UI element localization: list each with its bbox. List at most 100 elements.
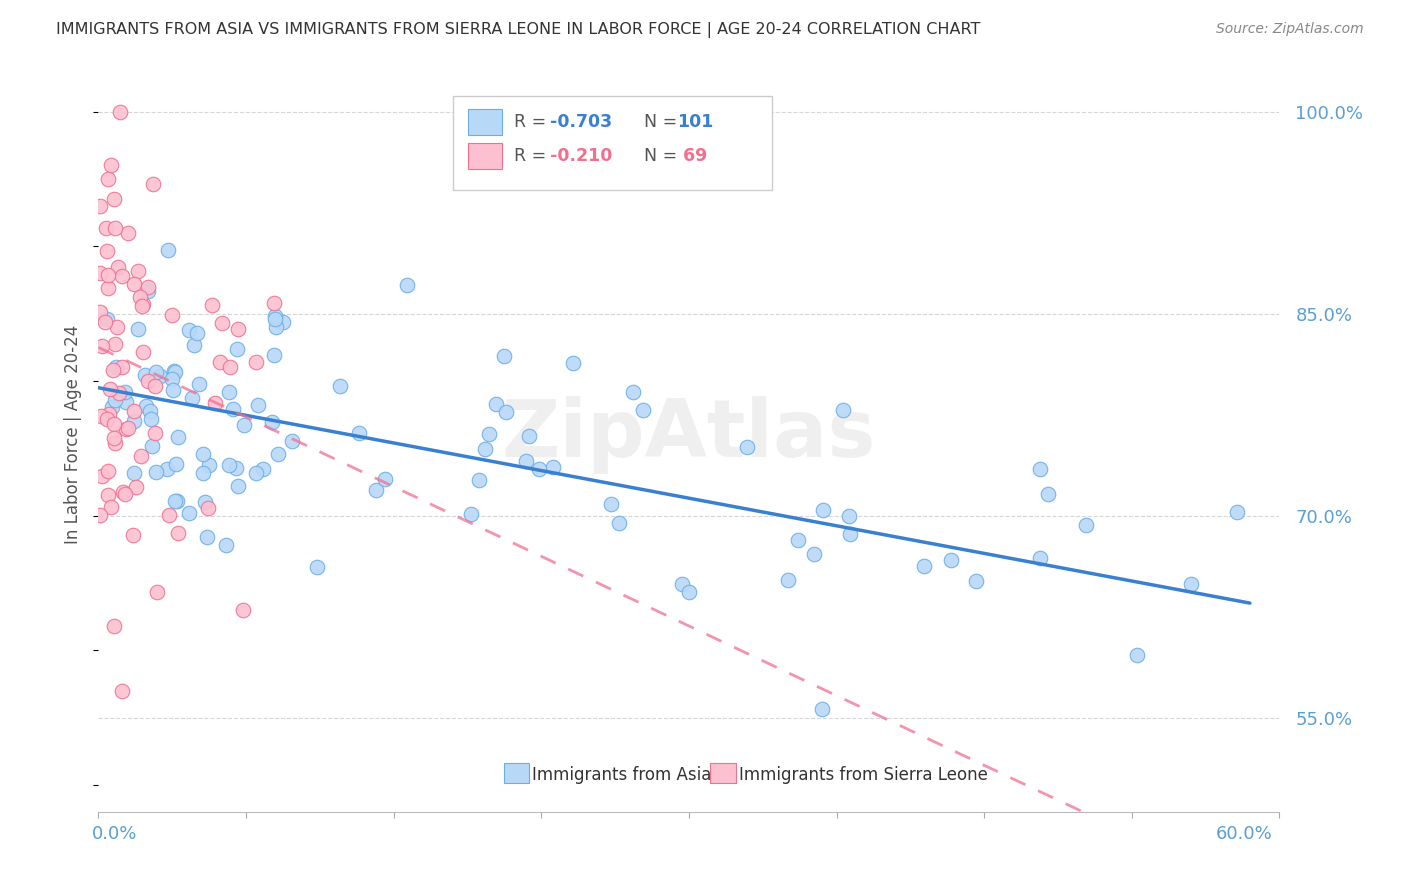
Point xyxy=(329,379,352,393)
Point xyxy=(541,459,564,474)
Point xyxy=(125,480,148,494)
Point xyxy=(104,336,127,351)
Point xyxy=(183,338,205,352)
Point xyxy=(162,372,184,386)
Point xyxy=(127,322,149,336)
Point xyxy=(97,172,120,186)
Text: -0.703: -0.703 xyxy=(550,113,612,131)
Point xyxy=(191,466,214,480)
Point xyxy=(103,221,125,235)
Point xyxy=(100,400,122,414)
Point xyxy=(103,192,125,206)
Point xyxy=(181,391,204,405)
Point xyxy=(600,497,623,511)
Point xyxy=(245,355,267,369)
Y-axis label: In Labor Force | Age 20-24: In Labor Force | Age 20-24 xyxy=(65,326,83,544)
Point xyxy=(145,365,167,379)
Text: ZipAtlas: ZipAtlas xyxy=(502,396,876,474)
Point xyxy=(305,559,328,574)
Point xyxy=(252,462,274,476)
Point xyxy=(162,384,184,398)
Point xyxy=(621,385,644,400)
Point xyxy=(678,584,700,599)
Point xyxy=(1126,648,1149,662)
Text: -0.210: -0.210 xyxy=(550,147,612,165)
Point xyxy=(97,268,120,282)
Point xyxy=(225,461,247,475)
Point xyxy=(778,574,800,588)
Point xyxy=(267,447,290,461)
Text: 101: 101 xyxy=(678,113,713,131)
Point xyxy=(90,409,112,424)
Point xyxy=(103,619,125,633)
Point xyxy=(245,467,267,481)
Point xyxy=(132,297,155,311)
Point xyxy=(163,494,186,508)
Point xyxy=(263,348,285,362)
Point xyxy=(103,432,125,446)
Point xyxy=(96,411,118,425)
Point xyxy=(139,412,162,426)
Point xyxy=(264,309,287,323)
Point xyxy=(96,244,118,259)
Point xyxy=(281,434,304,448)
Point xyxy=(474,442,496,456)
Text: R =: R = xyxy=(515,147,553,165)
Point xyxy=(735,440,758,454)
Point xyxy=(218,458,240,473)
FancyBboxPatch shape xyxy=(710,764,737,783)
Point xyxy=(166,494,188,508)
Point xyxy=(146,585,169,599)
Point xyxy=(98,382,121,396)
Point xyxy=(135,399,157,413)
Point xyxy=(246,399,269,413)
Point xyxy=(97,464,120,478)
Point xyxy=(215,538,238,552)
Point xyxy=(177,506,200,520)
Point xyxy=(198,458,221,472)
Point xyxy=(1029,461,1052,475)
Point xyxy=(128,290,150,304)
Point xyxy=(631,402,654,417)
Point xyxy=(515,454,537,468)
Point xyxy=(111,268,134,283)
Point xyxy=(89,199,111,213)
Point xyxy=(232,417,254,432)
Point xyxy=(1226,505,1249,519)
Point xyxy=(561,356,583,370)
Point xyxy=(527,462,550,476)
Point xyxy=(517,429,540,443)
Point xyxy=(112,485,135,500)
Point xyxy=(264,311,287,326)
Point xyxy=(264,320,287,334)
Point xyxy=(105,360,128,375)
Point xyxy=(1180,577,1202,591)
Point xyxy=(117,226,139,240)
Point xyxy=(811,502,834,516)
FancyBboxPatch shape xyxy=(453,95,772,190)
Point xyxy=(115,395,138,409)
Point xyxy=(374,472,396,486)
Point xyxy=(157,244,180,258)
Point xyxy=(89,304,111,318)
Point xyxy=(110,104,132,119)
Point xyxy=(94,220,117,235)
Text: Immigrants from Sierra Leone: Immigrants from Sierra Leone xyxy=(738,766,987,784)
Point xyxy=(167,430,190,444)
Point xyxy=(149,368,172,383)
Point xyxy=(671,577,693,591)
Point xyxy=(232,602,254,616)
Point xyxy=(832,403,855,417)
Text: IMMIGRANTS FROM ASIA VS IMMIGRANTS FROM SIERRA LEONE IN LABOR FORCE | AGE 20-24 : IMMIGRANTS FROM ASIA VS IMMIGRANTS FROM … xyxy=(56,22,980,38)
FancyBboxPatch shape xyxy=(503,764,530,783)
Point xyxy=(122,527,145,541)
Point xyxy=(395,277,418,292)
Point xyxy=(965,574,987,588)
Point xyxy=(103,417,125,431)
Point xyxy=(111,683,134,698)
Text: 0.0%: 0.0% xyxy=(91,825,136,843)
Point xyxy=(188,377,211,392)
Point xyxy=(104,435,127,450)
Point xyxy=(786,533,808,548)
Point xyxy=(108,385,131,400)
